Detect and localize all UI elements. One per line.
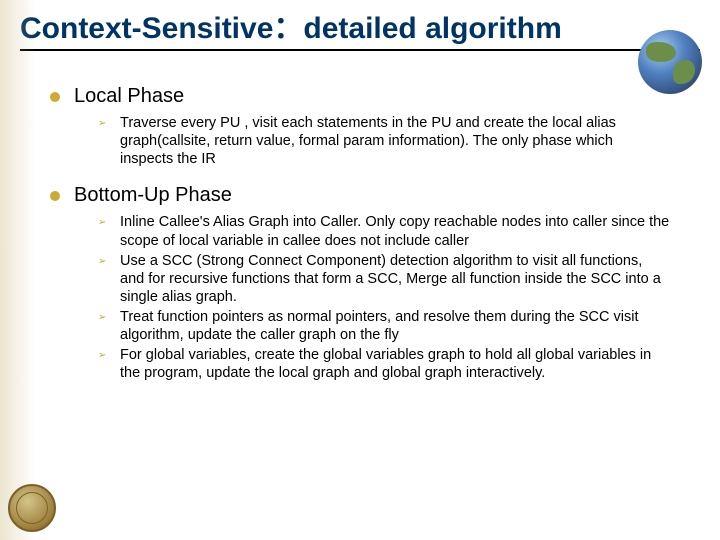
list-item: ➢ For global variables, create the globa… — [98, 346, 670, 382]
list-item-text: Use a SCC (Strong Connect Component) det… — [120, 252, 670, 306]
bullet-round-icon — [50, 191, 60, 201]
list-item-text: Traverse every PU , visit each statement… — [120, 114, 670, 168]
section-items: ➢ Traverse every PU , visit each stateme… — [98, 114, 670, 168]
section-heading-text: Local Phase — [74, 85, 184, 108]
list-item: ➢ Inline Callee's Alias Graph into Calle… — [98, 213, 670, 249]
content-area: Local Phase ➢ Traverse every PU , visit … — [0, 59, 720, 395]
arrow-bullet-icon: ➢ — [98, 312, 110, 323]
seal-icon — [8, 484, 56, 532]
arrow-bullet-icon: ➢ — [98, 256, 110, 267]
list-item: ➢ Traverse every PU , visit each stateme… — [98, 114, 670, 168]
section-heading-text: Bottom-Up Phase — [74, 184, 232, 207]
list-item: ➢ Use a SCC (Strong Connect Component) d… — [98, 252, 670, 306]
arrow-bullet-icon: ➢ — [98, 217, 110, 228]
section-heading: Bottom-Up Phase — [50, 184, 670, 207]
list-item-text: Inline Callee's Alias Graph into Caller.… — [120, 213, 670, 249]
list-item-text: For global variables, create the global … — [120, 346, 670, 382]
arrow-bullet-icon: ➢ — [98, 350, 110, 361]
title-underline — [20, 49, 700, 51]
section-heading: Local Phase — [50, 85, 670, 108]
globe-icon — [638, 30, 702, 94]
list-item: ➢ Treat function pointers as normal poin… — [98, 308, 670, 344]
bullet-round-icon — [50, 92, 60, 102]
section-items: ➢ Inline Callee's Alias Graph into Calle… — [98, 213, 670, 382]
list-item-text: Treat function pointers as normal pointe… — [120, 308, 670, 344]
slide: Context-Sensitive：detailed algorithm Loc… — [0, 0, 720, 540]
slide-title: Context-Sensitive：detailed algorithm — [20, 12, 700, 45]
arrow-bullet-icon: ➢ — [98, 118, 110, 129]
title-area: Context-Sensitive：detailed algorithm — [0, 0, 720, 59]
